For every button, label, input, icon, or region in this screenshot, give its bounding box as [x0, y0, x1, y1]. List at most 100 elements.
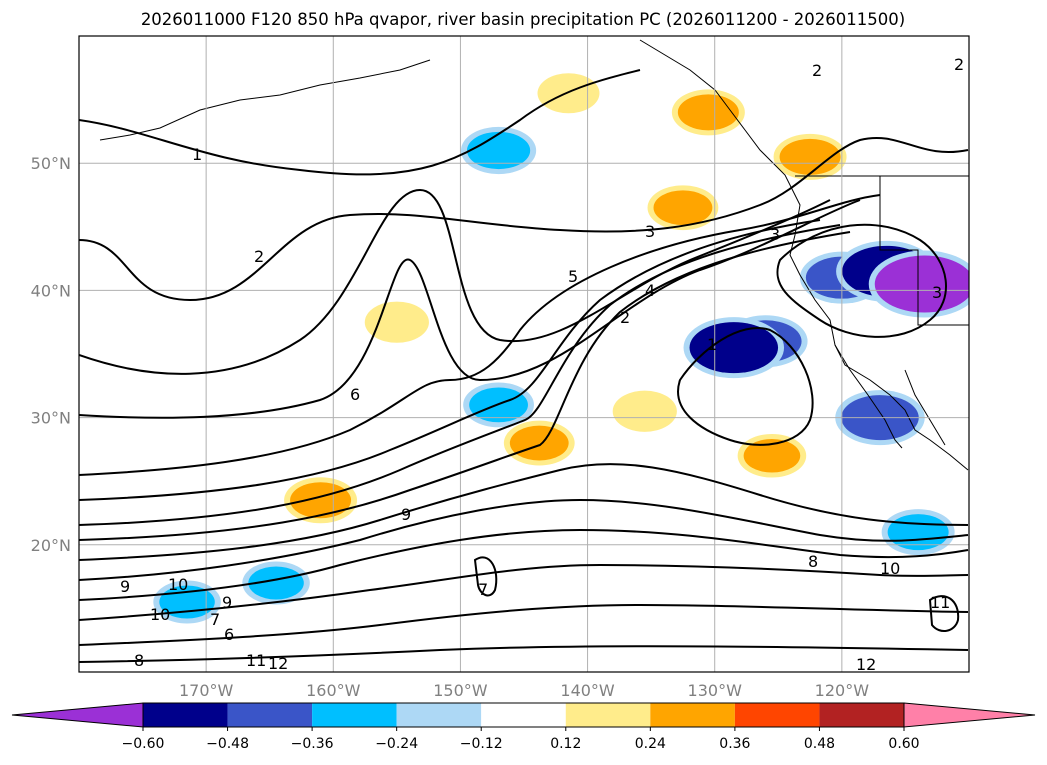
coastline-gulf — [904, 369, 946, 446]
chart-title: 2026011000 F120 850 hPa qvapor, river ba… — [141, 10, 905, 29]
map-background — [79, 36, 969, 672]
precip-region — [466, 131, 531, 170]
colorbar-bin — [650, 703, 735, 727]
contour-label: 7 — [210, 610, 220, 629]
colorbar: −0.60 −0.48 −0.36 −0.24 −0.12 0.12 0.24 0.36 0.4… — [11, 702, 1036, 752]
contour-label: 12 — [856, 655, 876, 674]
colorbar-bin — [819, 703, 904, 727]
contour-label: 2 — [254, 247, 264, 266]
contour-label: 8 — [808, 552, 818, 571]
contour-line — [79, 563, 969, 621]
contour-label: 12 — [268, 654, 288, 673]
colorbar-bin — [481, 703, 566, 727]
contour-line — [79, 188, 831, 375]
x-tick-label: 140°W — [560, 681, 615, 700]
y-tick-label: 20°N — [31, 536, 71, 555]
precip-region — [543, 78, 594, 109]
colorbar-tick-label: 0.60 — [888, 736, 919, 752]
contour-line — [79, 219, 821, 501]
contour-line — [79, 69, 641, 176]
coastline-baja — [834, 344, 903, 449]
contour-line — [79, 463, 969, 561]
contour-label: 9 — [401, 505, 411, 524]
contour-line — [79, 498, 969, 581]
colorbar-bin — [312, 703, 397, 727]
precip-region — [743, 438, 801, 473]
aleutian-islands — [99, 59, 431, 141]
y-tick-label: 40°N — [31, 281, 71, 300]
qvapor-contours — [79, 69, 969, 663]
x-axis-ticks: 170°W 160°W 150°W 140°W 130°W 120°W — [179, 681, 869, 700]
colorbar-tick-label: −0.36 — [291, 736, 334, 752]
contour-label: 2 — [620, 308, 630, 327]
contour-label: 1 — [192, 145, 202, 164]
contour-line — [776, 223, 947, 338]
precip-region — [248, 566, 304, 600]
precip-region — [290, 482, 352, 519]
colorbar-bin — [227, 703, 313, 727]
colorbar-frame — [142, 702, 905, 728]
precip-region — [689, 322, 779, 374]
contour-label: 6 — [350, 385, 360, 404]
contour-line — [79, 199, 861, 419]
contour-label: 4 — [645, 281, 655, 300]
contour-label: 6 — [224, 625, 234, 644]
contour-line — [928, 595, 960, 632]
contour-label: 2 — [812, 61, 822, 80]
contour-label: 9 — [120, 577, 130, 596]
map-layer: 1 2 2 3 3 5 4 2 1 6 9 7 10 9 10 8 10 11 … — [79, 36, 969, 674]
contour-label: 8 — [134, 651, 144, 670]
contour-label: 10 — [168, 575, 188, 594]
contour-label: 7 — [478, 580, 488, 599]
contour-line — [79, 136, 969, 302]
y-tick-label: 30°N — [31, 409, 71, 428]
colorbar-tick-label: 0.12 — [550, 736, 581, 752]
colorbar-tick-label: −0.24 — [375, 736, 418, 752]
contour-line — [473, 556, 498, 597]
contour-label: 10 — [150, 605, 170, 624]
precip-region — [509, 425, 569, 461]
precip-region — [653, 190, 713, 226]
y-axis-ticks: 20°N 30°N 40°N 50°N — [31, 154, 71, 555]
contour-line — [79, 194, 881, 476]
x-tick-label: 150°W — [433, 681, 488, 700]
precip-region — [677, 94, 739, 131]
colorbar-bin — [565, 703, 651, 727]
contour-label: 11 — [246, 651, 266, 670]
contour-labels: 1 2 2 3 3 5 4 2 1 6 9 7 10 9 10 8 10 11 … — [120, 55, 964, 674]
precip-region — [370, 306, 423, 338]
contour-line — [79, 231, 851, 541]
colorbar-tick-label: −0.60 — [122, 736, 165, 752]
contour-line — [79, 645, 969, 663]
colorbar-tick-label: 0.24 — [635, 736, 666, 752]
contour-label: 9 — [222, 593, 232, 612]
contour-line — [79, 603, 969, 646]
contour-label: 2 — [954, 55, 964, 74]
colorbar-bin — [396, 703, 482, 727]
colorbar-tick-label: −0.48 — [206, 736, 249, 752]
colorbar-bin — [143, 703, 228, 727]
contour-label: 5 — [568, 267, 578, 286]
coastline-north-america — [639, 39, 969, 471]
contour-label: 1 — [707, 335, 717, 354]
contour-line — [79, 224, 841, 526]
map-frame — [78, 35, 970, 673]
contour-line — [79, 528, 969, 601]
contour-line — [677, 327, 814, 446]
colorbar-tick-label: 0.48 — [804, 736, 835, 752]
x-tick-label: 120°W — [815, 681, 870, 700]
x-tick-label: 170°W — [179, 681, 234, 700]
colorbar-extend-min — [11, 702, 144, 728]
contour-label: 3 — [645, 222, 655, 241]
contour-label: 11 — [930, 593, 950, 612]
colorbar-tick-label: 0.36 — [719, 736, 750, 752]
y-tick-label: 50°N — [31, 154, 71, 173]
colorbar-tick-label: −0.12 — [460, 736, 503, 752]
x-tick-label: 160°W — [306, 681, 361, 700]
precip-region — [779, 138, 841, 175]
precip-region — [874, 255, 969, 313]
colorbar-bin — [734, 703, 820, 727]
precip-region — [618, 395, 671, 427]
contour-label: 3 — [770, 225, 780, 244]
